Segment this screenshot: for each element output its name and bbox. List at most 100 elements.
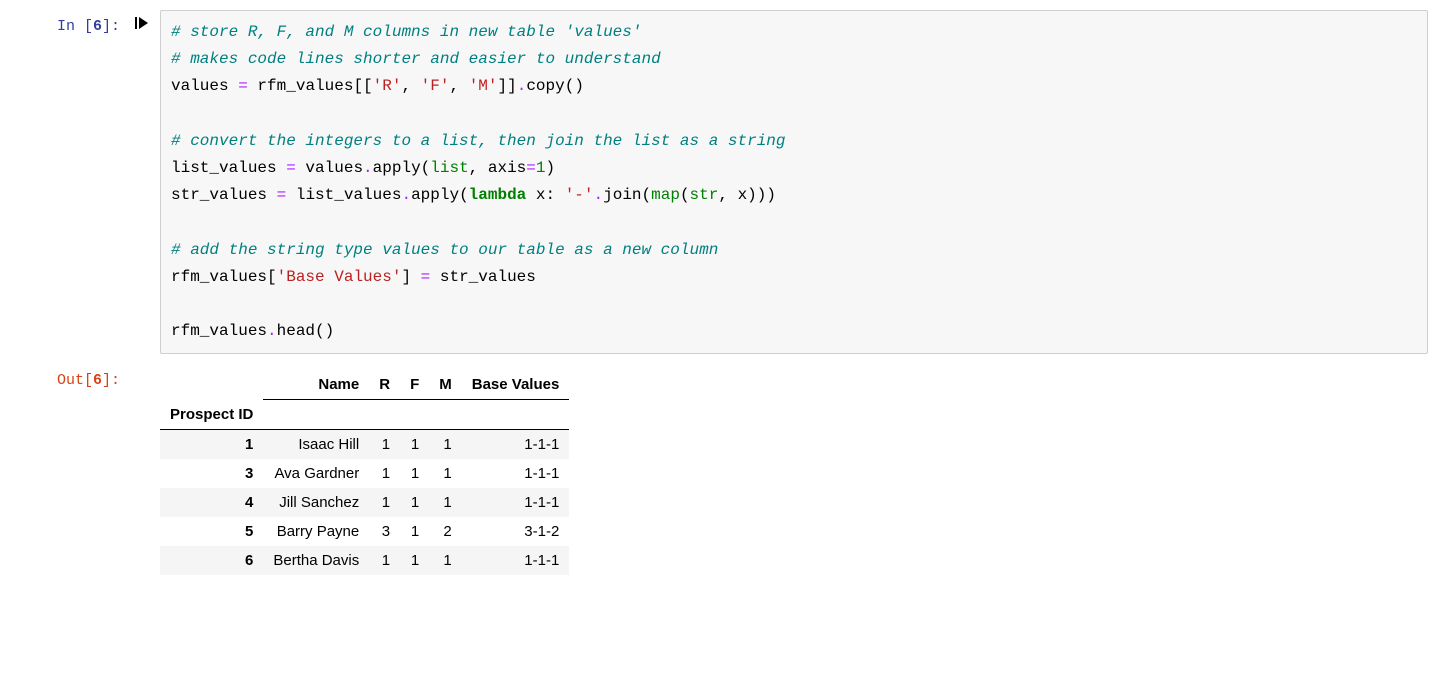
code-token: ]: [401, 268, 420, 286]
table-col-name: Name: [263, 370, 369, 400]
out-prompt-suffix: ]:: [102, 372, 120, 389]
code-line: # add the string type values to our tabl…: [171, 241, 718, 259]
cell-r: 1: [369, 488, 400, 517]
table-header-fill: [400, 400, 429, 430]
cell-base-values: 1-1-1: [462, 429, 570, 459]
table-row: 6 Bertha Davis 1 1 1 1-1-1: [160, 546, 569, 575]
cell-name: Barry Payne: [263, 517, 369, 546]
dataframe-table: Name R F M Base Values Prospect ID: [160, 370, 569, 575]
cell-name: Jill Sanchez: [263, 488, 369, 517]
cell-name: Isaac Hill: [263, 429, 369, 459]
out-prompt-number: 6: [93, 372, 102, 389]
code-token: list_values: [171, 159, 286, 177]
table-header-fill: [429, 400, 462, 430]
code-token: ,: [401, 77, 420, 95]
out-prompt-prefix: Out[: [57, 372, 93, 389]
code-token: =: [526, 159, 536, 177]
table-row: 3 Ava Gardner 1 1 1 1-1-1: [160, 459, 569, 488]
table-col-f: F: [400, 370, 429, 400]
code-token: , axis: [469, 159, 527, 177]
cell-base-values: 1-1-1: [462, 459, 570, 488]
cell-m: 2: [429, 517, 462, 546]
code-token: list_values: [286, 186, 401, 204]
table-body: 1 Isaac Hill 1 1 1 1-1-1 3 Ava Gardner 1…: [160, 429, 569, 575]
cell-f: 1: [400, 488, 429, 517]
cell-r: 1: [369, 546, 400, 575]
cell-name: Ava Gardner: [263, 459, 369, 488]
code-token: 'Base Values': [277, 268, 402, 286]
table-head: Name R F M Base Values Prospect ID: [160, 370, 569, 429]
table-col-m: M: [429, 370, 462, 400]
code-line: # makes code lines shorter and easier to…: [171, 50, 661, 68]
code-token: rfm_values[[: [248, 77, 373, 95]
code-token: =: [286, 159, 296, 177]
code-token: .: [517, 77, 527, 95]
row-index: 5: [160, 517, 263, 546]
code-token: .: [401, 186, 411, 204]
in-prompt-prefix: In [: [57, 18, 93, 35]
code-token: 'M': [469, 77, 498, 95]
table-index-name-row: Prospect ID: [160, 400, 569, 430]
cell-f: 1: [400, 517, 429, 546]
cell-r: 3: [369, 517, 400, 546]
code-token: =: [238, 77, 248, 95]
code-token: ]]: [498, 77, 517, 95]
cell-m: 1: [429, 459, 462, 488]
table-header-fill: [263, 400, 369, 430]
table-header-fill: [369, 400, 400, 430]
code-token: rfm_values[: [171, 268, 277, 286]
cell-f: 1: [400, 459, 429, 488]
table-col-r: R: [369, 370, 400, 400]
code-token: 'F': [421, 77, 450, 95]
input-cell: In [6]: # store R, F, and M columns in n…: [10, 10, 1428, 354]
table-header-fill: [462, 400, 570, 430]
table-header-blank: [160, 370, 263, 400]
code-token: ,: [449, 77, 468, 95]
code-line: # convert the integers to a list, then j…: [171, 132, 786, 150]
code-token: .: [363, 159, 373, 177]
code-token: =: [277, 186, 287, 204]
table-col-base-values: Base Values: [462, 370, 570, 400]
table-index-name: Prospect ID: [160, 400, 263, 430]
table-row: 5 Barry Payne 3 1 2 3-1-2: [160, 517, 569, 546]
code-token: 1: [536, 159, 546, 177]
in-prompt: In [6]:: [10, 10, 124, 37]
code-token: (: [680, 186, 690, 204]
code-token: =: [421, 268, 431, 286]
cell-name: Bertha Davis: [263, 546, 369, 575]
code-line: # store R, F, and M columns in new table…: [171, 23, 641, 41]
code-token: .: [267, 322, 277, 340]
code-token: head(): [277, 322, 335, 340]
row-index: 1: [160, 429, 263, 459]
code-token: list: [430, 159, 468, 177]
row-index: 6: [160, 546, 263, 575]
cell-base-values: 1-1-1: [462, 488, 570, 517]
code-token: x:: [526, 186, 564, 204]
table-row: 4 Jill Sanchez 1 1 1 1-1-1: [160, 488, 569, 517]
output-cell: Out[6]: Name R F M Base Values Prospect …: [10, 364, 1428, 575]
code-token: copy(): [526, 77, 584, 95]
code-token: 'R': [373, 77, 402, 95]
cell-f: 1: [400, 546, 429, 575]
cell-base-values: 3-1-2: [462, 517, 570, 546]
table-header-row: Name R F M Base Values: [160, 370, 569, 400]
run-cell-button[interactable]: [124, 10, 160, 33]
code-token: apply(: [411, 186, 469, 204]
run-cell-icon: [135, 16, 149, 30]
cell-r: 1: [369, 459, 400, 488]
cell-m: 1: [429, 546, 462, 575]
table-row: 1 Isaac Hill 1 1 1 1-1-1: [160, 429, 569, 459]
code-input[interactable]: # store R, F, and M columns in new table…: [160, 10, 1428, 354]
code-token: apply(: [373, 159, 431, 177]
code-token: lambda: [469, 186, 527, 204]
code-token: , x))): [718, 186, 776, 204]
code-token: str_values: [171, 186, 277, 204]
cell-r: 1: [369, 429, 400, 459]
out-prompt: Out[6]:: [10, 364, 124, 391]
code-token: ): [546, 159, 556, 177]
cell-f: 1: [400, 429, 429, 459]
cell-base-values: 1-1-1: [462, 546, 570, 575]
code-token: values: [296, 159, 363, 177]
code-token: values: [171, 77, 238, 95]
cell-m: 1: [429, 429, 462, 459]
